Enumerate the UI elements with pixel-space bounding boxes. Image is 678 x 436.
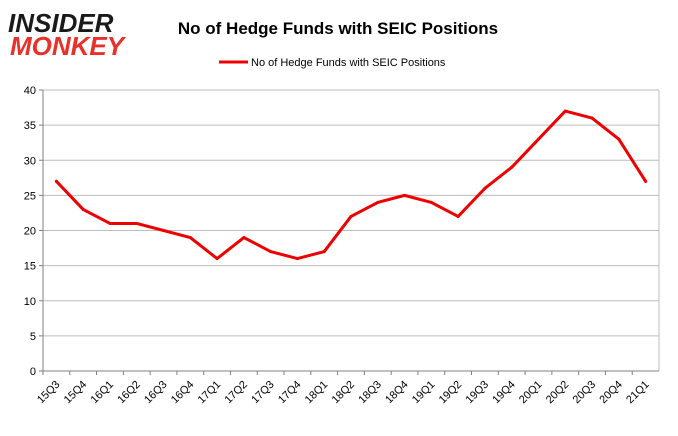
legend-label: No of Hedge Funds with SEIC Positions xyxy=(251,57,446,69)
y-tick-label: 5 xyxy=(30,331,36,343)
data-point xyxy=(322,250,326,254)
x-tick-label: 21Q1 xyxy=(624,379,652,407)
x-tick-label: 19Q2 xyxy=(437,379,465,407)
x-tick-label: 17Q2 xyxy=(222,379,250,407)
y-tick-label: 40 xyxy=(24,85,36,97)
legend: No of Hedge Funds with SEIC Positions xyxy=(219,57,446,69)
data-point xyxy=(617,137,621,141)
y-tick-label: 30 xyxy=(24,155,36,167)
x-tick-label: 20Q2 xyxy=(544,379,572,407)
x-tick-label: 18Q4 xyxy=(383,379,411,407)
x-tick-label: 15Q3 xyxy=(35,379,63,407)
data-point xyxy=(215,257,219,261)
data-point xyxy=(536,137,540,141)
axes xyxy=(39,89,660,375)
x-tick-label: 18Q3 xyxy=(356,379,384,407)
x-tick-label: 19Q4 xyxy=(490,379,518,407)
x-tick-label: 18Q1 xyxy=(303,379,331,407)
data-point xyxy=(376,200,380,204)
x-tick-label: 17Q1 xyxy=(196,379,224,407)
data-point xyxy=(590,116,594,120)
data-point xyxy=(188,236,192,240)
series-line xyxy=(54,109,648,261)
x-tick-label: 20Q1 xyxy=(517,379,545,407)
x-tick-label: 18Q2 xyxy=(330,379,358,407)
x-tick-label: 20Q3 xyxy=(571,379,599,407)
insider-monkey-logo: INSIDER MONKEY xyxy=(8,8,127,61)
data-point xyxy=(242,236,246,240)
data-point xyxy=(644,179,648,183)
x-tick-label: 17Q4 xyxy=(276,379,304,407)
data-point xyxy=(108,221,112,225)
y-tick-label: 10 xyxy=(24,296,36,308)
logo-text-monkey: MONKEY xyxy=(10,31,127,61)
y-tick-label: 20 xyxy=(24,226,36,238)
x-tick-labels: 15Q3 15Q4 16Q1 16Q2 16Q3 16Q4 17Q1 17Q2 17Q3 17Q4… xyxy=(35,379,652,407)
data-point xyxy=(429,200,433,204)
y-tick-labels: 0 5 10 15 20 25 30 35 40 xyxy=(24,85,36,378)
grid-lines xyxy=(43,89,659,337)
data-point xyxy=(54,179,58,183)
x-tick-label: 16Q1 xyxy=(89,379,117,407)
x-tick-label: 16Q4 xyxy=(169,379,197,407)
logo-text-insider: INSIDER xyxy=(8,8,114,38)
x-tick-label: 16Q3 xyxy=(142,379,170,407)
data-point xyxy=(483,186,487,190)
y-tick-label: 25 xyxy=(24,190,36,202)
data-point xyxy=(295,257,299,261)
data-point xyxy=(563,109,567,113)
data-point xyxy=(510,165,514,169)
y-tick-label: 35 xyxy=(24,120,36,132)
x-tick-label: 19Q1 xyxy=(410,379,438,407)
data-point xyxy=(135,221,139,225)
x-tick-label: 20Q4 xyxy=(597,379,625,407)
x-tick-label: 15Q4 xyxy=(62,379,90,407)
data-point xyxy=(456,214,460,218)
chart-title: No of Hedge Funds with SEIC Positions xyxy=(178,19,498,38)
data-point xyxy=(403,193,407,197)
data-point xyxy=(269,250,273,254)
x-tick-label: 16Q2 xyxy=(115,379,143,407)
x-tick-label: 17Q3 xyxy=(249,379,277,407)
series xyxy=(54,109,648,261)
data-point xyxy=(349,214,353,218)
data-point xyxy=(162,229,166,232)
y-tick-label: 15 xyxy=(24,261,36,273)
data-point xyxy=(81,207,85,211)
y-tick-label: 0 xyxy=(30,366,36,378)
x-tick-label: 19Q3 xyxy=(464,379,492,407)
